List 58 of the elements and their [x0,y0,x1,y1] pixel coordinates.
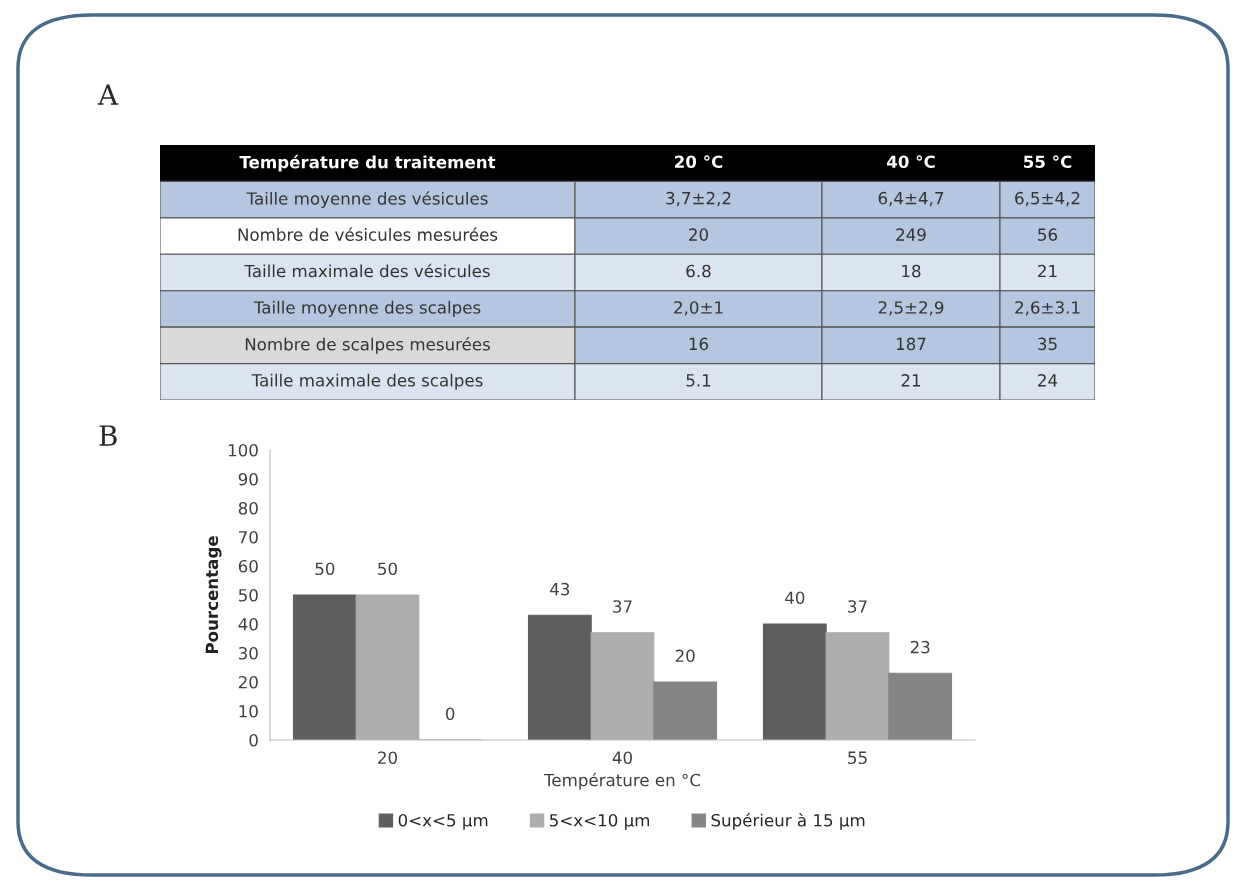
text: 21 [1038,264,1057,278]
y-tick-label: 0 [249,733,258,747]
x-tick-label: 40 [612,751,632,765]
y-tick-label: 10 [239,704,258,718]
legend-label: Supérieur à 15 µm [711,813,865,830]
y-tick-label: 50 [238,588,258,602]
y-tick-label: 40 [238,617,258,631]
text: 2,5±2,9 [878,301,944,316]
data-label: 40 [785,591,805,605]
data-label: 0 [445,707,455,721]
category-label: Nombre de scalpes mesurées [245,336,490,354]
data-label: 20 [675,649,695,663]
data-label: 23 [910,640,930,654]
data-label: 37 [848,600,867,613]
data-label: 50 [315,562,335,576]
text: 21 [901,374,921,387]
text: 249 [896,228,926,241]
text: A [97,84,119,105]
category-label: Taille maximale des vésicules [244,263,490,278]
text: 5.1 [686,374,711,387]
text: 35 [1038,337,1057,351]
text: 3,7±2,2 [666,191,731,207]
text: 18 [902,264,921,278]
text: 56 [1038,228,1058,241]
text: 6.8 [686,264,711,278]
category-label: 40 °C [886,155,935,169]
category-label: 20 °C [675,155,723,169]
category-label: 55 °C [1024,155,1072,169]
x-axis-title: Température en °C [543,772,701,790]
text: 20 [689,228,708,241]
category-label: Taille maximale des scalpes [251,373,483,390]
chart-title: B [99,425,117,446]
text: 2,0±1 [674,301,723,316]
text: 187 [896,337,926,351]
y-axis-title: Pourcentage [205,536,222,654]
y-tick-label: 70 [239,530,258,544]
legend-label: 0<x<5 µm [398,813,488,830]
y-tick-label: 60 [238,559,258,573]
x-tick-label: 55 [848,751,867,765]
y-tick-label: 90 [238,472,258,486]
x-tick-label: 20 [378,751,397,765]
data-label: 37 [613,600,632,613]
text: 6,5±4,2 [1015,191,1080,207]
y-tick-label: 30 [238,646,258,660]
data-label: 50 [378,562,397,576]
text: Température du traitement [239,154,496,172]
legend-label: 5<x<10 µm [550,813,650,830]
text: 2,6±3.1 [1015,301,1080,316]
category-label: Taille moyenne des vésicules [246,191,488,209]
text: 24 [1038,374,1058,387]
category-label: Nombre de vésicules mesurées [238,227,498,241]
text: 6,4±4,7 [878,191,944,207]
data-label: 43 [550,582,570,596]
y-tick-label: 100 [228,443,258,457]
y-tick-label: 20 [238,675,258,689]
y-tick-label: 80 [238,501,258,515]
text: 16 [689,337,709,351]
category-label: Taille moyenne des scalpes [253,300,481,317]
